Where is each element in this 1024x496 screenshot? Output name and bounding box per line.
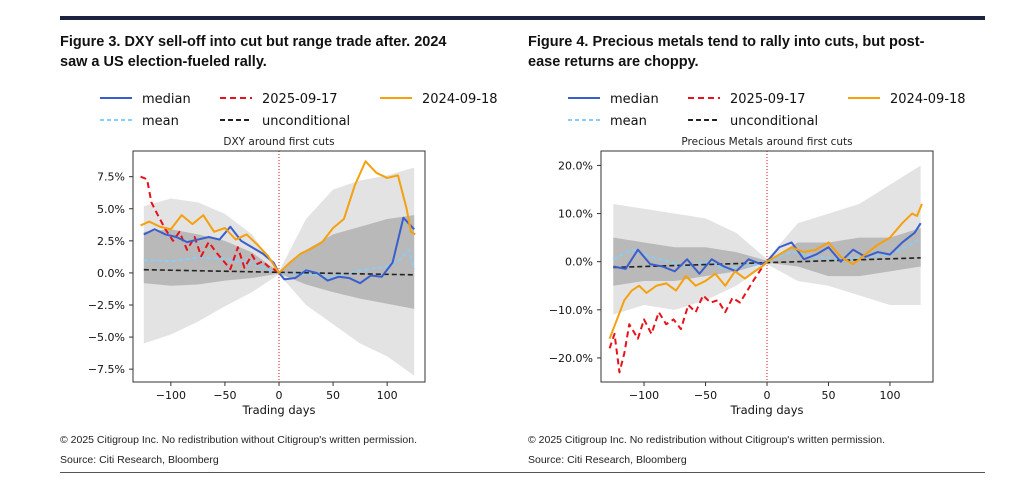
dxy-chart: median 2025-09-17 2024-09-18 mean unconditio… xyxy=(88,92,498,417)
figure-3-copyright: © 2025 Citigroup Inc. No redistribution … xyxy=(60,434,417,446)
top-rule xyxy=(60,16,985,20)
bottom-rule xyxy=(60,472,985,473)
y-tick-label: 5.0% xyxy=(97,203,125,216)
figure-4-panel: Figure 4. Precious metals tend to rally … xyxy=(528,20,988,470)
chart-title: Precious Metals around first cuts xyxy=(681,136,852,148)
figure-3-source: Source: Citi Research, Bloomberg xyxy=(60,454,219,466)
figure-4-title-line2: ease returns are choppy. xyxy=(528,54,699,70)
x-tick-label: −50 xyxy=(213,389,236,402)
y-tick-label: −20.0% xyxy=(549,352,593,365)
figure-3-panel: Figure 3. DXY sell-off into cut but rang… xyxy=(60,20,520,470)
x-tick-label: 100 xyxy=(879,389,900,402)
inner-band xyxy=(613,228,921,286)
y-tick-label: −10.0% xyxy=(549,304,593,317)
figure-3-title: Figure 3. DXY sell-off into cut but rang… xyxy=(60,32,520,72)
plot-area xyxy=(140,151,416,382)
x-axis-label: Trading days xyxy=(242,403,316,417)
y-tick-label: 7.5% xyxy=(97,171,125,184)
x-tick-label: −50 xyxy=(694,389,717,402)
legend-label-4: unconditional xyxy=(262,114,350,129)
x-tick-label: 0 xyxy=(276,389,283,402)
figure-3-title-line2: saw a US election-fueled rally. xyxy=(60,54,267,70)
figure-4-title: Figure 4. Precious metals tend to rally … xyxy=(528,32,988,72)
y-tick-label: 0.0% xyxy=(97,267,125,280)
x-tick-label: 50 xyxy=(326,389,340,402)
y-tick-label: −5.0% xyxy=(88,331,125,344)
legend-label-4: unconditional xyxy=(730,114,818,129)
legend-label-0: median xyxy=(142,92,191,107)
y-tick-label: 2.5% xyxy=(97,235,125,248)
legend-label-2: 2024-09-18 xyxy=(890,92,966,107)
figure-4-copyright: © 2025 Citigroup Inc. No redistribution … xyxy=(528,434,885,446)
x-tick-label: 0 xyxy=(764,389,771,402)
y-tick-label: −2.5% xyxy=(88,299,125,312)
legend-label-3: mean xyxy=(610,114,647,129)
y-tick-label: 0.0% xyxy=(565,256,593,269)
legend-label-3: mean xyxy=(142,114,179,129)
precious-metals-chart: median 2025-09-17 2024-09-18 mean unconditio… xyxy=(549,92,966,417)
series-2025-09-17 xyxy=(140,175,280,274)
chart-title: DXY around first cuts xyxy=(223,136,334,148)
x-tick-label: −100 xyxy=(156,389,186,402)
y-tick-label: 10.0% xyxy=(558,208,593,221)
figure-4-title-line1: Figure 4. Precious metals tend to rally … xyxy=(528,34,925,50)
series-2024-09-18 xyxy=(140,160,416,274)
series-2024-09-18 xyxy=(608,203,923,340)
plot-area xyxy=(608,151,923,382)
series-2025-09-17 xyxy=(608,260,768,374)
legend-label-2: 2024-09-18 xyxy=(422,92,498,107)
legend-label-1: 2025-09-17 xyxy=(730,92,806,107)
figure-4-source: Source: Citi Research, Bloomberg xyxy=(528,454,687,466)
series-mean xyxy=(143,248,416,278)
y-tick-label: −7.5% xyxy=(88,363,125,376)
x-axis-label: Trading days xyxy=(730,403,804,417)
y-tick-label: 20.0% xyxy=(558,159,593,172)
x-tick-label: 50 xyxy=(821,389,835,402)
x-tick-label: −100 xyxy=(629,389,659,402)
series-unconditional xyxy=(143,268,415,276)
figure-3-title-line1: Figure 3. DXY sell-off into cut but rang… xyxy=(60,34,447,50)
x-tick-label: 100 xyxy=(377,389,398,402)
legend-label-0: median xyxy=(610,92,659,107)
legend-label-1: 2025-09-17 xyxy=(262,92,338,107)
